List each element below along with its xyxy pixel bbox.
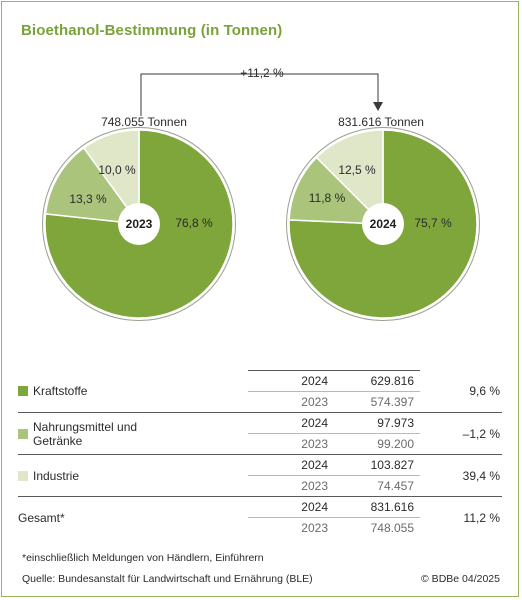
table-value-cell: 629.816 xyxy=(336,370,420,392)
pie-slice-2023-0 xyxy=(44,129,234,319)
table-category-label: Gesamt* xyxy=(18,510,65,525)
table-year-cell: 2024 xyxy=(248,370,336,392)
data-table: Kraftstoffe 2024 629.816 9,6 % 2023 574.397 Na… xyxy=(18,370,502,538)
pie-outline-2023 xyxy=(42,127,236,321)
table-category-label: Nahrungsmittel und Getränke xyxy=(33,419,138,448)
table-value-cell: 99.200 xyxy=(336,433,420,455)
credit: © BDBe 04/2025 xyxy=(421,573,500,585)
table-change-cell: –1,2 % xyxy=(420,412,502,455)
table-row: Industrie 2024 103.827 39,4 % xyxy=(18,454,502,497)
table-value-cell: 831.616 xyxy=(336,496,420,518)
pie-slice-2023-2 xyxy=(82,129,140,227)
pie-center-label-2023: 2023 xyxy=(126,217,153,231)
table-category-label: Kraftstoffe xyxy=(33,384,88,399)
table-year-cell: 2024 xyxy=(248,412,336,434)
pie-outline-2024 xyxy=(286,127,480,321)
table-change-cell: 11,2 % xyxy=(463,510,500,525)
legend-swatch xyxy=(18,428,28,439)
table-row: 2023 748.055 xyxy=(18,517,502,538)
pie-total-2023: 748.055 Tonnen xyxy=(101,115,187,129)
chart-title: Bioethanol-Bestimmung (in Tonnen) xyxy=(21,22,283,39)
pie-center-label-2024: 2024 xyxy=(370,217,397,231)
table-row: 2023 99.200 xyxy=(18,433,502,455)
growth-label: +11,2 % xyxy=(240,66,284,80)
table-row: Kraftstoffe 2024 629.816 9,6 % xyxy=(18,370,502,413)
pie-slice-label-2024-0: 75,7 % xyxy=(414,216,452,230)
pie-center-disc-2023 xyxy=(118,203,160,245)
table-row: 2023 74.457 xyxy=(18,475,502,497)
table-row: Gesamt* 2024 831.616 11,2 % xyxy=(18,496,502,525)
table-change-cell: 39,4 % xyxy=(420,454,502,497)
table-category-cell: Nahrungsmittel und Getränke xyxy=(18,412,248,455)
footnote: *einschließlich Meldungen von Händlern, … xyxy=(22,552,264,564)
pie-slice-2024-1 xyxy=(288,156,385,225)
pie-slice-2023-1 xyxy=(44,146,141,225)
pie-slice-label-2024-2: 12,5 % xyxy=(338,163,376,177)
legend-swatch xyxy=(18,386,28,397)
table-value-cell: 748.055 xyxy=(336,517,420,538)
legend-swatch xyxy=(18,470,28,481)
growth-arrowhead xyxy=(373,102,383,111)
table-value-cell: 103.827 xyxy=(336,454,420,476)
pie-center-disc-2024 xyxy=(362,203,404,245)
table-category-cell: Kraftstoffe xyxy=(18,370,248,413)
table-category-cell: Gesamt* xyxy=(18,497,248,539)
table-value-cell: 74.457 xyxy=(336,475,420,497)
table-year-cell: 2024 xyxy=(248,496,336,518)
table-category-cell: Industrie xyxy=(18,454,248,497)
table-value-cell: 97.973 xyxy=(336,412,420,434)
table-change-cell: 9,6 % xyxy=(420,370,502,413)
table-category-label: Industrie xyxy=(33,468,80,483)
table-year-cell: 2024 xyxy=(248,454,336,476)
growth-arrow xyxy=(140,73,379,116)
table-row: Nahrungsmittel und Getränke 2024 97.973 –1,… xyxy=(18,412,502,455)
table-year-cell: 2023 xyxy=(248,475,336,497)
pie-slice-2024-2 xyxy=(315,129,384,226)
pie-total-2024: 831.616 Tonnen xyxy=(338,115,424,129)
pie-slice-label-2023-2: 10,0 % xyxy=(98,163,136,177)
source-note: Quelle: Bundesanstalt für Landwirtschaft… xyxy=(22,573,313,585)
table-value-cell: 574.397 xyxy=(336,391,420,413)
pie-charts: 76,8 % 13,3 % 10,0 % 2023 75,7 % 11,8 % 12,5 %… xyxy=(42,73,480,321)
pie-slice-label-2024-1: 11,8 % xyxy=(309,191,346,205)
table-year-cell: 2023 xyxy=(248,391,336,413)
pie-slice-label-2023-0: 76,8 % xyxy=(175,216,213,230)
table-year-cell: 2023 xyxy=(248,517,336,538)
pie-slice-label-2023-1: 13,3 % xyxy=(69,192,107,206)
table-row: 2023 574.397 xyxy=(18,391,502,413)
table-year-cell: 2023 xyxy=(248,433,336,455)
